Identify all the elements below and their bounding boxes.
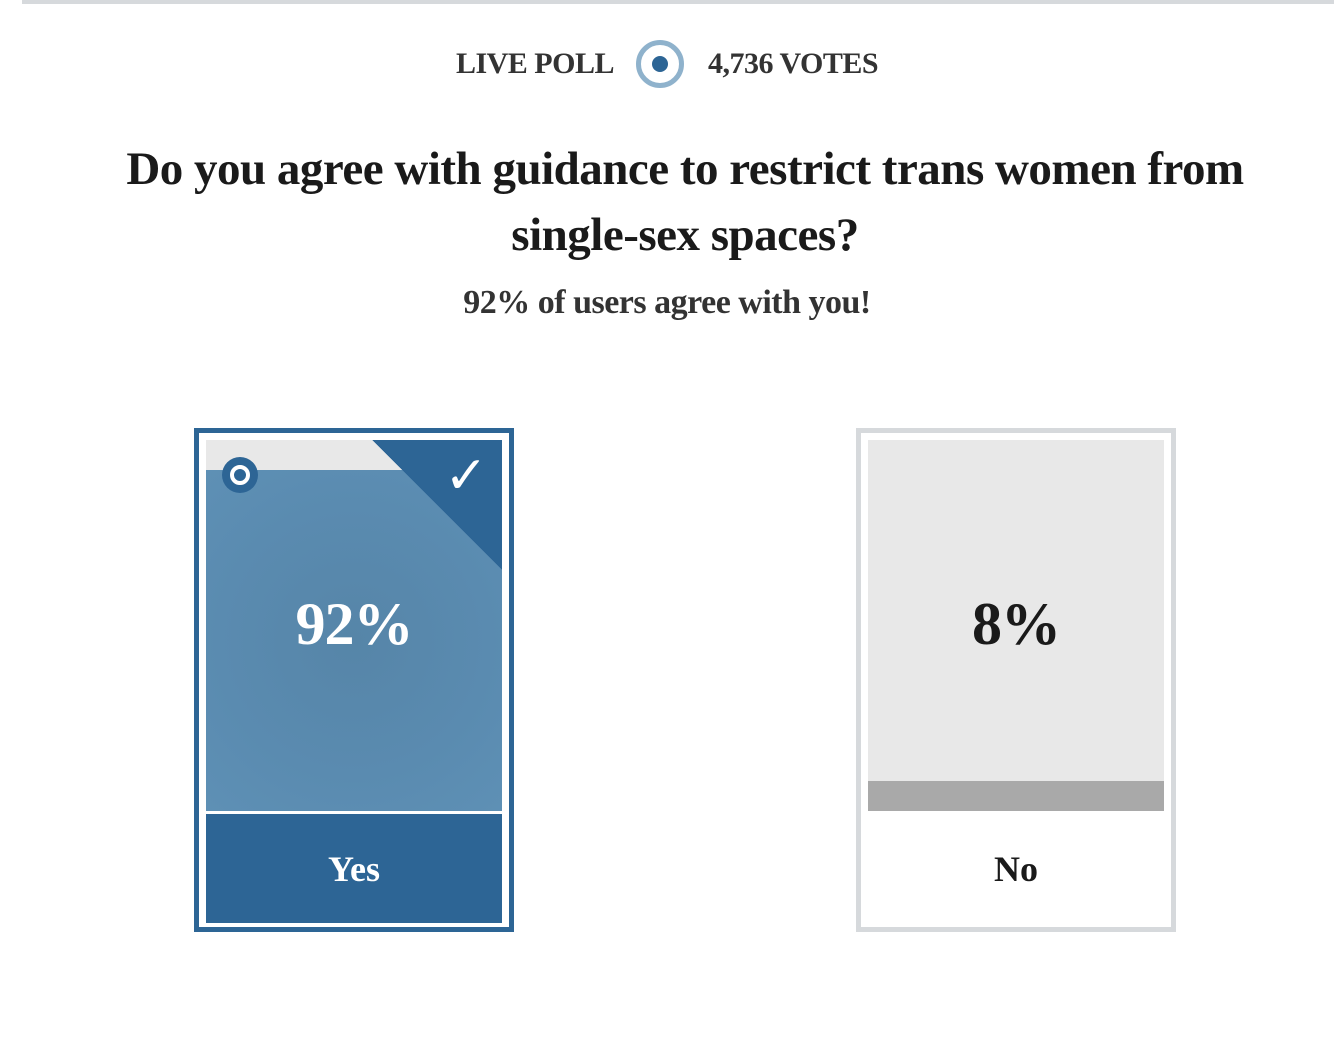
option-no-label: No bbox=[868, 814, 1164, 923]
option-yes-card[interactable]: ✓ 92% Yes bbox=[194, 428, 514, 932]
checkmark-icon: ✓ bbox=[444, 446, 488, 506]
option-yes-bar: ✓ 92% bbox=[206, 440, 502, 811]
result-message: 92% of users agree with you! bbox=[463, 284, 871, 321]
radio-selected-icon bbox=[222, 457, 258, 493]
option-no-card[interactable]: 8% No bbox=[856, 428, 1176, 932]
option-yes-label: Yes bbox=[206, 814, 502, 923]
live-indicator-icon bbox=[635, 40, 684, 88]
top-divider bbox=[22, 0, 1334, 4]
option-no-fill bbox=[868, 781, 1164, 811]
selected-corner-badge bbox=[372, 440, 502, 570]
poll-header: LIVE POLL 4,736 VOTES bbox=[0, 40, 1334, 88]
live-poll-label: LIVE POLL bbox=[455, 47, 615, 80]
option-yes-percent: 92% bbox=[295, 591, 414, 657]
option-no-percent: 8% bbox=[972, 591, 1061, 657]
option-no-bar: 8% bbox=[868, 440, 1164, 811]
vote-count: 4,736 VOTES bbox=[707, 47, 879, 80]
poll-question: Do you agree with guidance to restrict t… bbox=[126, 143, 1244, 261]
